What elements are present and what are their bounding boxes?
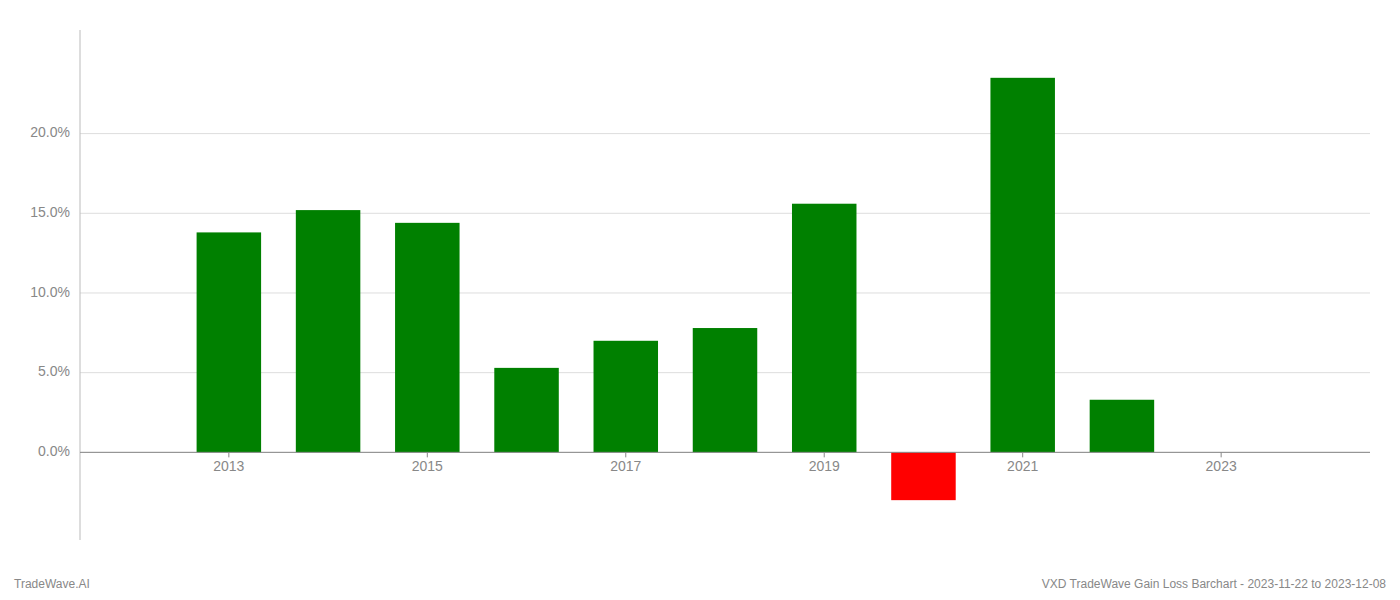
grid-line <box>80 133 1370 134</box>
y-tick-label: 10.0% <box>30 284 70 300</box>
bar <box>197 232 262 452</box>
y-tick-label: 20.0% <box>30 124 70 140</box>
x-tick-label: 2019 <box>809 458 840 474</box>
x-tick <box>1221 452 1222 457</box>
y-tick-labels: 0.0% 5.0% 10.0% 15.0% 20.0% <box>30 124 70 459</box>
y-grid <box>80 134 1370 453</box>
grid-line <box>80 292 1370 293</box>
x-tick <box>1022 452 1023 457</box>
x-axis-line <box>80 452 1370 453</box>
bar <box>296 210 361 452</box>
bar <box>990 78 1055 453</box>
chart: 0.0%5.0%10.0%15.0%20.0%20132015201720192… <box>0 0 1400 600</box>
y-tick-label: 0.0% <box>38 443 70 459</box>
bars <box>197 78 1155 500</box>
bar <box>1090 400 1155 453</box>
y-tick-label: 5.0% <box>38 363 70 379</box>
x-tick-label: 2015 <box>412 458 443 474</box>
grid-line <box>80 452 1370 453</box>
bar <box>792 204 857 453</box>
bar <box>693 328 758 452</box>
x-tick <box>427 452 428 457</box>
x-tick <box>824 452 825 457</box>
bar <box>594 341 659 453</box>
x-tick-label: 2013 <box>213 458 244 474</box>
grid-line <box>80 213 1370 214</box>
footer-right: VXD TradeWave Gain Loss Barchart - 2023-… <box>1042 577 1387 591</box>
x-tick-label: 2017 <box>610 458 641 474</box>
footer-left: TradeWave.AI <box>14 577 90 591</box>
bar <box>494 368 559 452</box>
x-ticks: 2013 2015 2017 2019 2021 2023 <box>213 452 1237 473</box>
y-axis-line <box>80 30 81 540</box>
x-tick-label: 2023 <box>1206 458 1237 474</box>
x-tick <box>625 452 626 457</box>
x-tick-label: 2021 <box>1007 458 1038 474</box>
x-tick <box>228 452 229 457</box>
bar <box>891 452 956 500</box>
y-tick-label: 15.0% <box>30 204 70 220</box>
bar <box>395 223 460 453</box>
